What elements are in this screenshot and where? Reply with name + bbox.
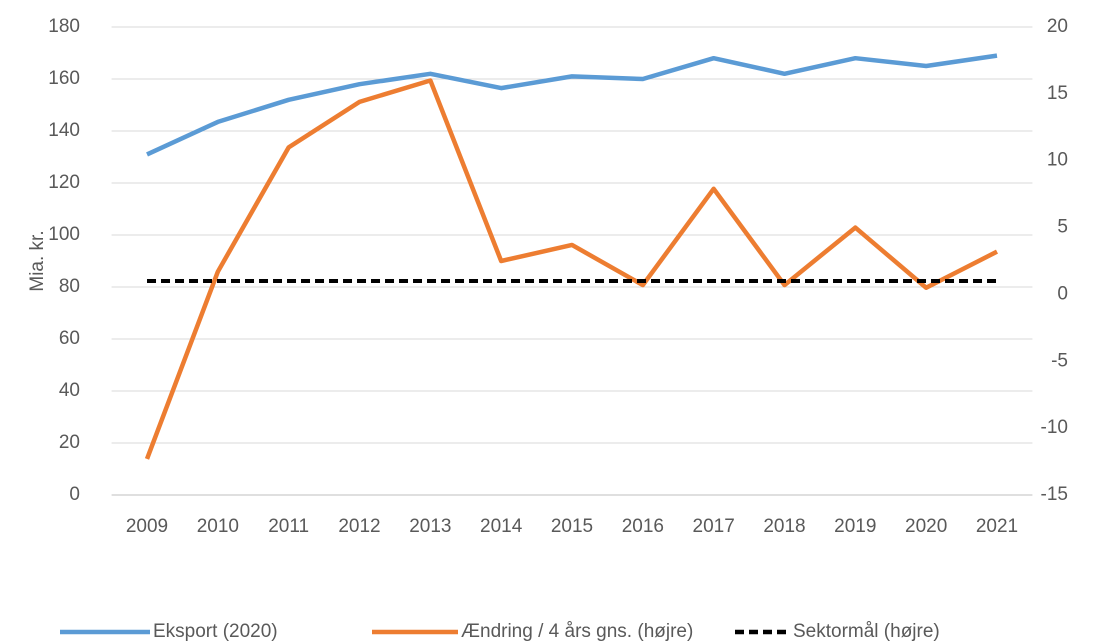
legend-label: Sektormål (højre) xyxy=(793,621,940,642)
y2-tick-label: 0 xyxy=(1057,283,1068,304)
y-axis-label: Mia. kr. xyxy=(27,230,48,291)
x-tick-label: 2020 xyxy=(905,516,947,537)
x-tick-label: 2017 xyxy=(693,516,735,537)
series-line xyxy=(144,78,999,460)
x-tick-label: 2014 xyxy=(480,516,523,537)
y2-tick-label: 15 xyxy=(1047,83,1068,104)
y2-tick-label: 20 xyxy=(1047,16,1068,37)
y2-tick-label: 10 xyxy=(1047,150,1068,171)
y-tick-label: 160 xyxy=(48,68,80,89)
x-tick-label: 2016 xyxy=(622,516,664,537)
x-tick-label: 2010 xyxy=(197,516,239,537)
y-tick-label: 60 xyxy=(59,328,80,349)
x-tick-label: 2019 xyxy=(834,516,876,537)
y2-tick-label: -15 xyxy=(1041,484,1068,505)
y-tick-label: 180 xyxy=(48,16,80,37)
series-line xyxy=(146,53,998,157)
y2-tick-label: 5 xyxy=(1057,217,1068,238)
y-tick-label: 120 xyxy=(48,172,80,193)
y-tick-label: 80 xyxy=(59,276,80,297)
legend-label: Ændring / 4 års gns. (højre) xyxy=(461,621,693,642)
x-tick-label: 2013 xyxy=(409,516,451,537)
x-tick-label: 2012 xyxy=(338,516,380,537)
y-tick-label: 140 xyxy=(48,120,80,141)
y-tick-label: 40 xyxy=(59,380,80,401)
legend-label: Eksport (2020) xyxy=(153,621,278,642)
x-tick-label: 2009 xyxy=(126,516,168,537)
x-tick-label: 2018 xyxy=(763,516,805,537)
y-tick-label: 0 xyxy=(69,484,80,505)
y-tick-label: 100 xyxy=(48,224,80,245)
x-tick-label: 2011 xyxy=(268,516,309,537)
y2-tick-label: -10 xyxy=(1041,417,1068,438)
x-tick-label: 2015 xyxy=(551,516,593,537)
y2-tick-label: -5 xyxy=(1051,350,1068,371)
x-tick-label: 2021 xyxy=(976,516,1018,537)
y-tick-label: 20 xyxy=(59,432,80,453)
